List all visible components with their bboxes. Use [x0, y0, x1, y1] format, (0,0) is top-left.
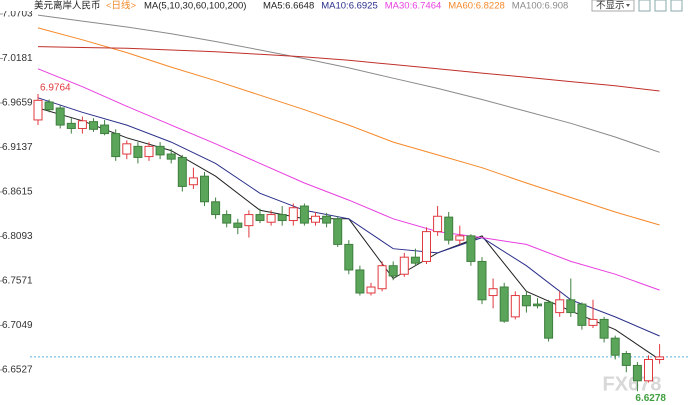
- candle-body: [155, 145, 165, 156]
- chart-subtitle: <日线>: [106, 0, 137, 12]
- candle-body: [377, 265, 387, 290]
- plot: 7.0703 7.0181 6.9659 6.9137 6.8615 6.8093 6.75…: [0, 9, 688, 404]
- candle-body: [255, 214, 265, 222]
- candle-body: [355, 269, 365, 294]
- candle-body: [632, 364, 642, 382]
- candle-body: [288, 207, 298, 222]
- icon-button[interactable]: [638, 0, 651, 12]
- legend-entry: MA60:6.8228: [448, 1, 505, 12]
- ma-line: [37, 68, 660, 291]
- candle-body: [44, 101, 54, 111]
- candle-body: [544, 301, 554, 339]
- icon-button[interactable]: [654, 0, 667, 12]
- ma-line: [37, 46, 660, 92]
- header-bar: [0, 0, 688, 11]
- candle-body: [100, 124, 110, 135]
- dropdown-label[interactable]: 不显示: [596, 1, 625, 12]
- candle-body: [266, 214, 276, 223]
- y-tick-label: 7.0181: [2, 53, 33, 64]
- candle-body: [566, 299, 576, 314]
- legend-entry: MA5:6.6648: [263, 1, 314, 12]
- candle-body: [366, 286, 376, 294]
- chart-title: 美元离岸人民币: [34, 0, 101, 12]
- candle-body: [455, 235, 465, 241]
- y-tick-label: 7.0703: [2, 9, 33, 20]
- candle-body: [344, 243, 354, 271]
- candle-body: [444, 216, 454, 241]
- dropdown-arrow: [626, 4, 630, 7]
- candle-body: [188, 177, 198, 186]
- icon-button[interactable]: [670, 0, 683, 12]
- candle-body: [510, 295, 520, 318]
- y-tick-label: 6.9137: [2, 142, 33, 153]
- legend: MA5:6.6648 MA10:6.6925 MA30:6.7464 MA60:6.8…: [263, 1, 568, 12]
- candle-body: [211, 201, 221, 216]
- candle-body: [122, 143, 132, 155]
- candle-body: [177, 156, 187, 187]
- candle-body: [299, 205, 309, 224]
- candle-body: [333, 218, 343, 245]
- candle-body: [133, 145, 143, 158]
- candle-body: [322, 215, 332, 224]
- ma-line: [37, 27, 660, 226]
- candle-body: [277, 214, 287, 222]
- candle-body: [55, 107, 65, 126]
- candle-body: [422, 231, 431, 262]
- candle-body: [111, 133, 121, 158]
- candle-body: [577, 303, 587, 326]
- candle-body: [66, 122, 76, 129]
- candle-body: [466, 235, 476, 262]
- candle-body: [222, 214, 232, 224]
- candle-body: [399, 256, 409, 275]
- candle-body: [410, 256, 420, 264]
- candle-body: [644, 358, 653, 382]
- candle-body: [200, 175, 209, 203]
- candle-body: [588, 318, 598, 326]
- candle-body: [233, 222, 243, 228]
- candle-body: [488, 288, 498, 297]
- candle-body: [77, 120, 87, 129]
- y-tick-label: 6.7571: [2, 276, 33, 287]
- ma-label: MA(5,10,30,60,100,200): [144, 1, 246, 12]
- candle-body: [621, 353, 631, 366]
- candle-body: [521, 295, 531, 307]
- candle-body: [599, 318, 609, 339]
- legend-entry: MA30:6.7464: [385, 1, 442, 12]
- candle-body: [477, 260, 487, 301]
- candle-body: [244, 214, 254, 227]
- dropdown[interactable]: [591, 0, 635, 12]
- y-tick-label: 6.6527: [2, 365, 33, 376]
- candle-body: [89, 121, 98, 130]
- candle-body: [33, 99, 43, 121]
- ma-line: [37, 97, 660, 337]
- legend-entry: MA10:6.6925: [321, 1, 378, 12]
- min-label: 6.6278: [635, 393, 666, 404]
- candle-body: [166, 153, 176, 160]
- candle-body: [555, 299, 565, 314]
- y-tick-label: 6.9659: [2, 98, 33, 109]
- candle-body: [388, 265, 398, 277]
- candle-body: [499, 286, 509, 322]
- candle-body: [433, 215, 443, 233]
- max-label: 6.9764: [40, 83, 71, 94]
- ma-line: [37, 14, 660, 153]
- y-tick-label: 6.8093: [2, 231, 33, 242]
- candle-body: [311, 215, 320, 223]
- y-tick-label: 6.8615: [2, 187, 33, 198]
- candle-body: [610, 337, 620, 356]
- candle-body: [144, 145, 154, 158]
- candle-body: [533, 303, 542, 307]
- candle-body: [655, 356, 665, 360]
- legend-entry: MA100:6.908: [512, 1, 569, 12]
- y-tick-label: 6.7049: [2, 320, 33, 331]
